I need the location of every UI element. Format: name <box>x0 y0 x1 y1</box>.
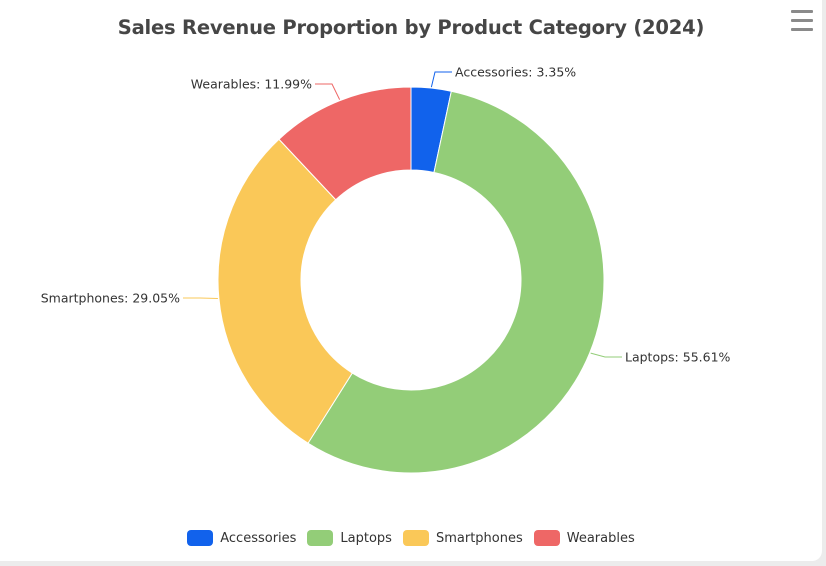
slice-label-smartphones: Smartphones: 29.05% <box>41 291 180 306</box>
hamburger-menu-icon[interactable] <box>790 10 814 32</box>
slice-label-wearables: Wearables: 11.99% <box>191 77 312 92</box>
legend-item-wearables[interactable]: Wearables <box>533 530 635 546</box>
chart-title: Sales Revenue Proportion by Product Cate… <box>117 16 705 39</box>
legend-item-accessories[interactable]: Accessories <box>187 530 296 546</box>
legend-swatch <box>307 530 334 546</box>
slice-label-accessories: Accessories: 3.35% <box>455 65 576 80</box>
slice-labels-group: Accessories: 3.35% Laptops: 55.61% Smartph… <box>41 65 731 365</box>
slice-wearables[interactable] <box>278 86 412 201</box>
slice-laptops[interactable] <box>307 90 605 474</box>
legend-label: Laptops <box>340 530 392 546</box>
slices-group <box>217 86 605 474</box>
legend-label: Accessories <box>220 530 297 546</box>
legend-item-smartphones[interactable]: Smartphones <box>402 530 523 546</box>
legend-label: Smartphones <box>435 530 523 546</box>
legend-swatch <box>533 530 560 546</box>
legend-item-laptops[interactable]: Laptops <box>307 530 392 546</box>
slice-label-laptops: Laptops: 55.61% <box>625 350 731 365</box>
slice-smartphones[interactable] <box>217 138 353 444</box>
legend-swatch <box>187 530 214 546</box>
legend: Accessories Laptops Smartphones Wearables <box>0 530 822 546</box>
leader-line-laptops <box>590 352 622 358</box>
legend-label: Wearables <box>566 530 635 546</box>
leader-line-accessories <box>430 71 452 88</box>
legend-swatch <box>402 530 429 546</box>
leader-line-wearables <box>315 83 341 100</box>
leader-lines-group <box>183 71 622 358</box>
